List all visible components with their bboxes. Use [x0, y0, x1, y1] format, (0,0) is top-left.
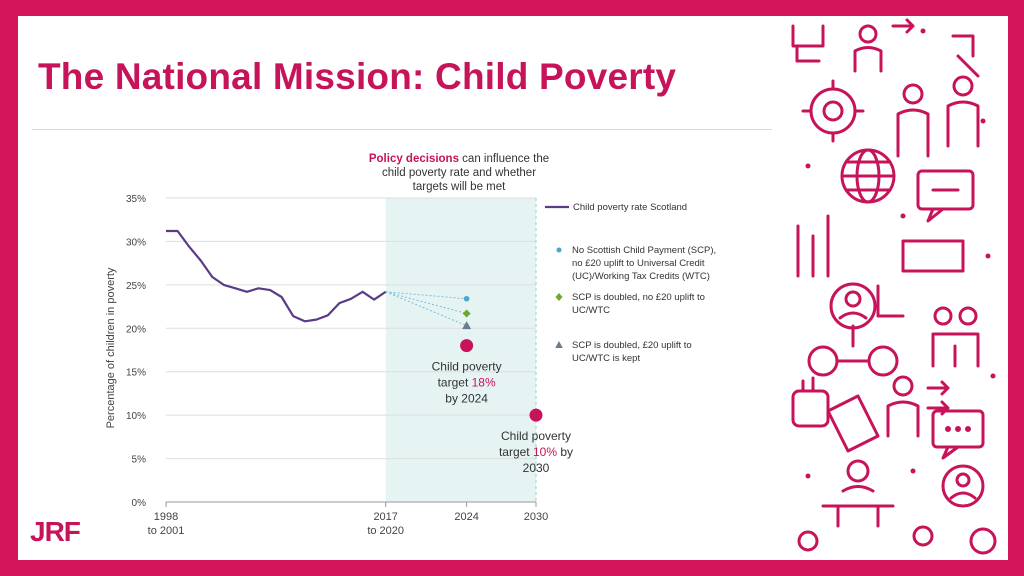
ytick-label: 20%: [126, 324, 146, 335]
person-arrows-icon: [886, 375, 950, 438]
family-icon: [931, 306, 980, 368]
title-divider: [32, 129, 772, 130]
legend: Child poverty rate Scotland No Scottish C…: [545, 202, 716, 364]
ytick-label: 0%: [132, 498, 147, 509]
gear-icon: [801, 79, 865, 143]
target-label-line2: target 18%: [438, 376, 496, 390]
legend-label: UC/WTC is kept: [572, 353, 640, 364]
target-value: 18%: [472, 376, 496, 390]
series-layer: [166, 229, 387, 323]
annotation-line-3: targets will be met: [413, 181, 506, 193]
target-prefix: target: [499, 445, 533, 459]
annotation-bold: Policy decisions: [369, 153, 459, 165]
projection-layer: [385, 291, 472, 330]
annotation-rest: can influence the: [459, 153, 549, 165]
target-value: 10%: [533, 445, 557, 459]
projection-shade: [385, 198, 536, 502]
x-axis: 1998 to 2001 2017 to 2020 2024 2030: [148, 198, 548, 537]
jrf-logo: JRF: [30, 516, 81, 547]
projection-dashed-line: [385, 291, 467, 315]
slide: The National Mission: Child Poverty 0% 5%…: [18, 16, 1008, 560]
xtick-sublabel: to 2020: [367, 525, 404, 537]
projection-point-diamond: [462, 309, 471, 318]
projection-point-triangle: [462, 321, 472, 330]
plus-marks-icon: [805, 28, 996, 479]
legend-label: Child poverty rate Scotland: [573, 202, 687, 213]
annotation-line-2: child poverty rate and whether: [382, 167, 536, 179]
user-circle-icon: [829, 282, 877, 330]
gridlines: [166, 197, 536, 503]
targets-layer: Child poverty target 18% by 2024 Child pove…: [432, 339, 573, 475]
target-label-line1: Child poverty: [432, 360, 502, 374]
ytick-label: 30%: [126, 237, 146, 248]
y-axis-label: Percentage of children in poverty: [105, 267, 117, 428]
globe-icon: [840, 148, 896, 204]
chat-dots-icon: [931, 409, 985, 460]
chart-bars-icon: [796, 214, 830, 278]
decorative-icon-pattern: [783, 16, 1008, 560]
network-icon: [807, 324, 899, 377]
legend-label: (UC)/Working Tax Credits (WTC): [572, 271, 710, 282]
legend-label: no £20 uplift to Universal Credit: [572, 258, 705, 269]
ytick-label: 5%: [132, 455, 147, 466]
chat-bubble-icon: [916, 169, 975, 223]
xtick-sublabel: to 2001: [148, 525, 185, 537]
xtick-label: 2030: [524, 511, 548, 523]
projection-dashed-line: [385, 291, 467, 327]
target-point: [460, 339, 474, 353]
meeting-icon: [821, 459, 895, 528]
legend-label: SCP is doubled, no £20 uplift to: [572, 292, 705, 303]
document-icon: [826, 394, 880, 453]
share-icon: [951, 34, 980, 78]
legend-marker-triangle: [555, 341, 563, 348]
legend-label: No Scottish Child Payment (SCP),: [572, 245, 716, 256]
legend-label: UC/WTC: [572, 305, 610, 316]
target-label-line2: target 10% by: [499, 445, 573, 459]
fist-icon: [791, 376, 830, 428]
xtick-label: 2017: [373, 511, 397, 523]
ytick-label: 10%: [126, 411, 146, 422]
legend-marker-circle: [556, 247, 562, 253]
xtick-label: 1998: [154, 511, 178, 523]
projection-point-circle: [463, 295, 470, 302]
person-arrow-icon: [853, 18, 915, 73]
ytick-labels: 0% 5% 10% 15% 20% 25% 30% 35%: [126, 194, 146, 509]
people-bottom-icon: [797, 525, 997, 555]
annotation-line-1: Policy decisions can influence the: [369, 153, 549, 165]
ytick-label: 35%: [126, 194, 146, 205]
series-line-scotland: [166, 229, 387, 323]
target-label-line3: 2030: [523, 461, 550, 475]
projection-dashed-line: [385, 291, 467, 300]
policy-annotation: Policy decisions can influence the child…: [369, 153, 549, 193]
people-icon: [896, 75, 980, 158]
target-label-line1: Child poverty: [501, 429, 571, 443]
target-prefix: target: [438, 376, 472, 390]
ytick-label: 25%: [126, 281, 146, 292]
pointing-hand-icon: [876, 239, 965, 318]
xtick-label: 2024: [454, 511, 478, 523]
target-point: [529, 408, 543, 422]
target-label-line3: by 2024: [445, 392, 488, 406]
ytick-label: 15%: [126, 368, 146, 379]
legend-label: SCP is doubled, £20 uplift to: [572, 340, 692, 351]
hand-icon: [791, 24, 825, 63]
chart: 0% 5% 10% 15% 20% 25% 30% 35% Percentage of chi…: [105, 153, 716, 537]
slide-title: The National Mission: Child Poverty: [38, 56, 677, 97]
legend-marker-diamond: [555, 293, 563, 301]
user-circle-bottom-icon: [941, 464, 985, 508]
target-suffix: by: [557, 445, 573, 459]
